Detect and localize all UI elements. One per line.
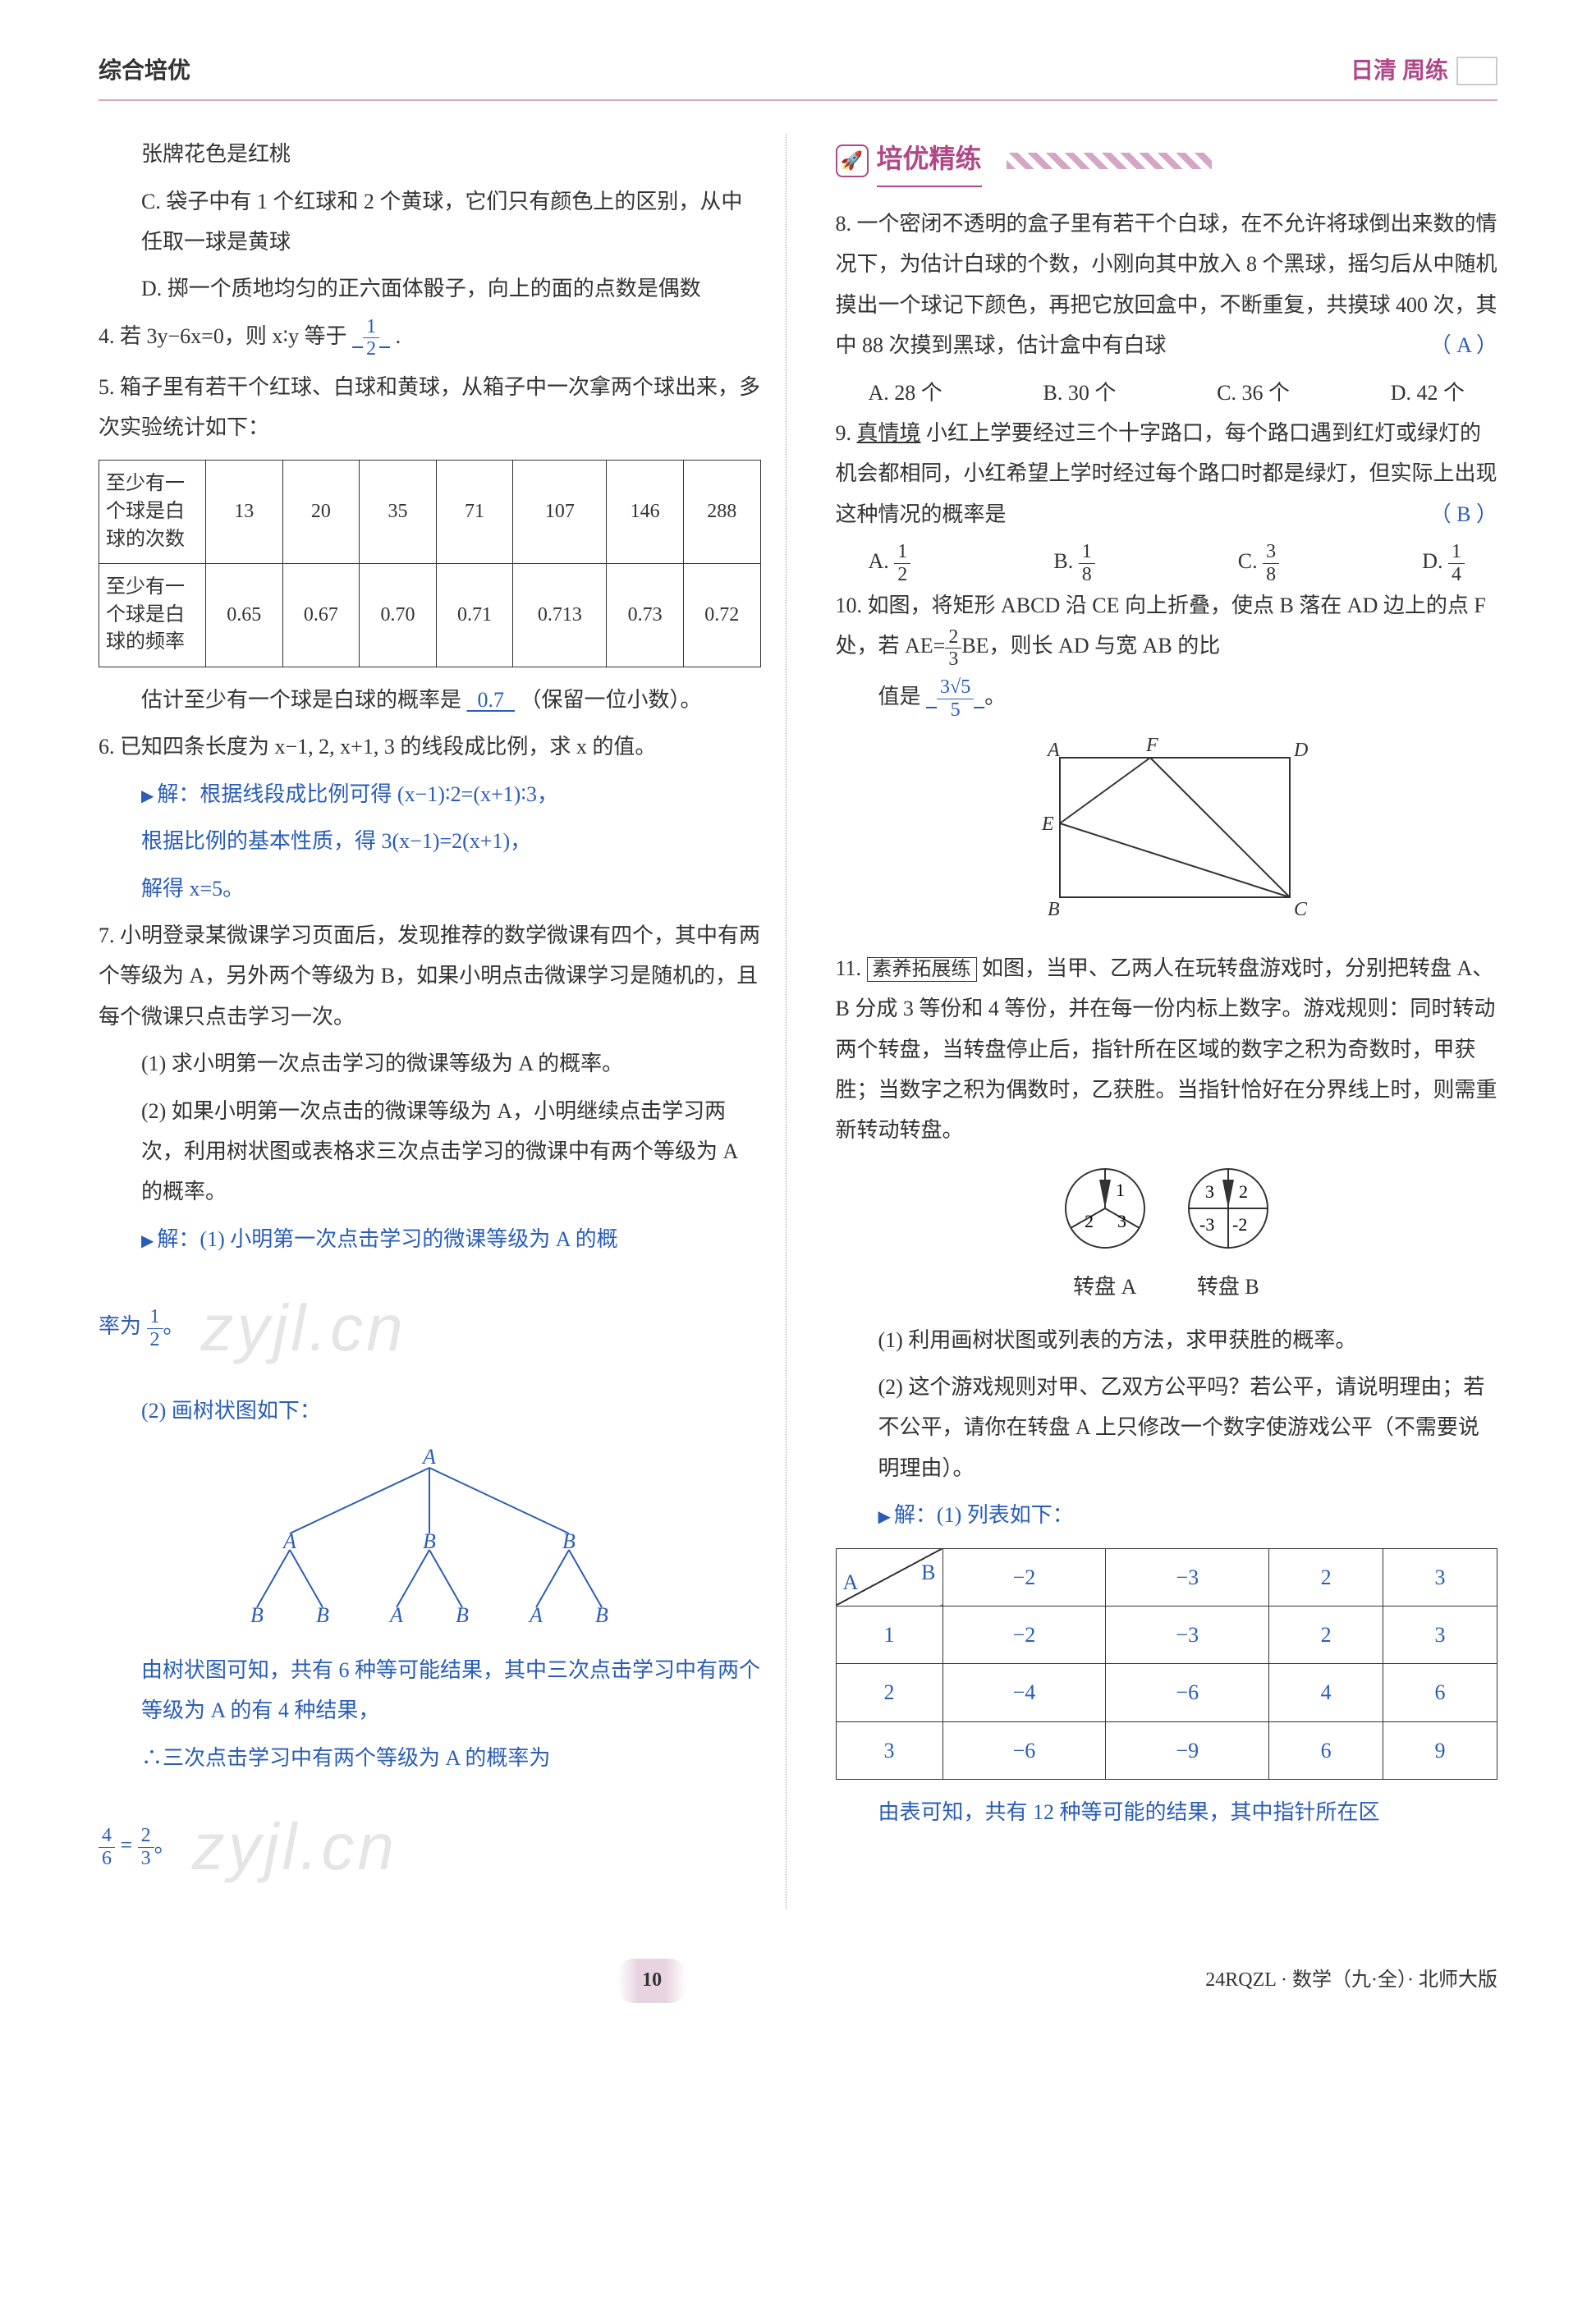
- svg-text:2: 2: [1085, 1211, 1094, 1231]
- skill-tag: 素养拓展练: [867, 957, 977, 982]
- svg-text:3: 3: [1117, 1211, 1126, 1231]
- svg-text:2: 2: [1239, 1181, 1248, 1202]
- tree-diagram: A A B B B B A B A B: [99, 1443, 761, 1637]
- q5-after: 估计至少有一个球是白球的概率是 0.7 （保留一位小数）。: [99, 680, 761, 720]
- two-column-layout: 张牌花色是红桃 C. 袋子中有 1 个红球和 2 个黄球，它们只有颜色上的区别，…: [99, 134, 1497, 1909]
- q3-choice-c: C. 袋子中有 1 个红球和 2 个黄球，它们只有颜色上的区别，从中任取一球是黄…: [99, 181, 761, 263]
- watermark-text: zyjl.cn: [201, 1266, 406, 1391]
- page-number: 10: [617, 1959, 686, 2003]
- header-right-title: 日清 周练: [1351, 49, 1497, 93]
- q8-choices: A. 28 个 B. 30 个 C. 36 个 D. 42 个: [836, 373, 1498, 413]
- svg-text:A: A: [1046, 740, 1060, 761]
- q10: 10. 如图，将矩形 ABCD 沿 CE 向上折叠，使点 B 落在 AD 边上的…: [836, 585, 1498, 670]
- svg-text:B: B: [423, 1529, 436, 1553]
- rocket-icon: 🚀: [836, 144, 869, 177]
- q10-answer-line: 值是 3√55 。: [836, 676, 1498, 721]
- q4-answer: 12: [352, 324, 390, 348]
- svg-text:B: B: [595, 1603, 608, 1624]
- q7: 7. 小明登录某微课学习页面后，发现推荐的数学微课有四个，其中有两个等级为 A，…: [99, 915, 761, 1037]
- q7-sol3: 由树状图可知，共有 6 种等可能结果，其中三次点击学习中有两个等级为 A 的有 …: [99, 1650, 761, 1731]
- svg-text:E: E: [1041, 814, 1054, 835]
- q5-answer: 0.7: [467, 688, 516, 712]
- q11-part1: (1) 利用画树状图或列表的方法，求甲获胜的概率。: [836, 1320, 1498, 1360]
- svg-text:B: B: [456, 1603, 469, 1624]
- q7-sol2: (2) 画树状图如下：: [99, 1391, 761, 1431]
- q7-sol4: ∴三次点击学习中有两个等级为 A 的概率为: [99, 1738, 761, 1778]
- true-context-tag: 真情境: [857, 421, 921, 445]
- svg-text:B: B: [316, 1603, 329, 1624]
- svg-text:A: A: [282, 1529, 296, 1553]
- spinner-b: 3 2 -3 -2 转盘 B: [1183, 1163, 1273, 1308]
- q7-sol1: 解：(1) 小明第一次点击学习的微课等级为 A 的概: [99, 1219, 761, 1259]
- q9-choices: A. 12 B. 18 C. 38 D. 14: [836, 541, 1498, 585]
- book-icon: [1456, 57, 1497, 85]
- spinner-figures: 1 2 3 转盘 A 3 2 -3 -2 转盘 B: [836, 1163, 1498, 1308]
- q11-sol-label: 解：(1) 列表如下：: [836, 1495, 1498, 1535]
- q11: 11. 素养拓展练 如图，当甲、乙两人在玩转盘游戏时，分别把转盘 A、B 分成 …: [836, 948, 1498, 1151]
- section-badge: 🚀 培优精练: [836, 134, 1212, 187]
- q5-text: 5. 箱子里有若干个红球、白球和黄球，从箱子中一次拿两个球出来，多次实验统计如下…: [99, 367, 761, 448]
- q10-figure: A F D E B C: [836, 733, 1498, 935]
- decorative-stripes: [1007, 153, 1212, 169]
- q6-solution-line3: 解得 x=5。: [99, 869, 761, 909]
- spinner-a: 1 2 3 转盘 A: [1060, 1163, 1150, 1308]
- svg-text:B: B: [250, 1603, 264, 1624]
- svg-text:A: A: [388, 1603, 403, 1624]
- q6: 6. 已知四条长度为 x−1, 2, x+1, 3 的线段成比例，求 x 的值。: [99, 727, 761, 767]
- svg-text:-2: -2: [1232, 1214, 1247, 1235]
- svg-text:1: 1: [1116, 1180, 1125, 1200]
- svg-text:F: F: [1145, 735, 1158, 756]
- svg-text:C: C: [1294, 899, 1308, 920]
- table-diagonal-header: B A: [836, 1548, 942, 1606]
- q11-part2: (2) 这个游戏规则对甲、乙双方公平吗？若公平，请说明理由；若不公平，请你在转盘…: [836, 1367, 1498, 1488]
- right-column: 🚀 培优精练 8. 一个密闭不透明的盒子里有若干个白球，在不允许将球倒出来数的情…: [836, 134, 1498, 1909]
- svg-text:B: B: [1048, 899, 1060, 920]
- table-row-label: 至少有一个球是白球的次数: [99, 461, 206, 564]
- header-left-title: 综合培优: [99, 49, 190, 93]
- watermark-row-1: 率为 12。 zyjl.cn: [99, 1266, 761, 1391]
- watermark-text: zyjl.cn: [192, 1785, 397, 1909]
- q5-table: 至少有一个球是白球的次数 13 20 35 71 107 146 288 至少有…: [99, 460, 761, 667]
- table-row-label: 至少有一个球是白球的频率: [99, 564, 206, 667]
- q7-part2: (2) 如果小明第一次点击的微课等级为 A，小明继续点击学习两次，利用树状图或表…: [99, 1091, 761, 1212]
- svg-text:A: A: [528, 1603, 543, 1624]
- svg-text:3: 3: [1205, 1181, 1214, 1202]
- q7-part1: (1) 求小明第一次点击学习的微课等级为 A 的概率。: [99, 1043, 761, 1084]
- q6-solution-line2: 根据比例的基本性质，得 3(x−1)=2(x+1)，: [99, 821, 761, 861]
- q9-answer: （ B ）: [1430, 494, 1497, 534]
- page-header: 综合培优 日清 周练: [99, 49, 1497, 101]
- q11-result-table: B A −2 −3 2 3 1 −2 −3 2 3 2 −4 −6 4 6: [836, 1548, 1498, 1781]
- q8-answer: （ A ）: [1430, 325, 1497, 365]
- q4: 4. 若 3y−6x=0，则 x∶y 等于 12 .: [99, 316, 761, 360]
- svg-text:B: B: [562, 1529, 576, 1553]
- q9: 9. 真情境 小红上学要经过三个十字路口，每个路口遇到红灯或绿灯的机会都相同，小…: [836, 413, 1498, 534]
- footer-right: 24RQZL · 数学（九·全）· 北师大版: [1205, 1962, 1497, 2000]
- q11-sol2: 由表可知，共有 12 种等可能的结果，其中指针所在区: [836, 1792, 1498, 1832]
- page-footer: 10 24RQZL · 数学（九·全）· 北师大版: [99, 1959, 1497, 2003]
- svg-text:D: D: [1293, 740, 1308, 761]
- q6-solution: 解：根据线段成比例可得 (x−1)∶2=(x+1)∶3，: [99, 774, 761, 814]
- svg-text:-3: -3: [1199, 1214, 1214, 1235]
- q3-continuation: 张牌花色是红桃: [99, 134, 761, 174]
- tree-root: A: [421, 1445, 436, 1469]
- q10-answer: 3√55: [926, 685, 984, 708]
- left-column: 张牌花色是红桃 C. 袋子中有 1 个红球和 2 个黄球，它们只有颜色上的区别，…: [99, 134, 787, 1909]
- q8: 8. 一个密闭不透明的盒子里有若干个白球，在不允许将球倒出来数的情况下，为估计白…: [836, 204, 1498, 366]
- q3-choice-d: D. 掷一个质地均匀的正六面体骰子，向上的面的点数是偶数: [99, 268, 761, 309]
- watermark-row-2: 46 = 23。 zyjl.cn: [99, 1785, 761, 1909]
